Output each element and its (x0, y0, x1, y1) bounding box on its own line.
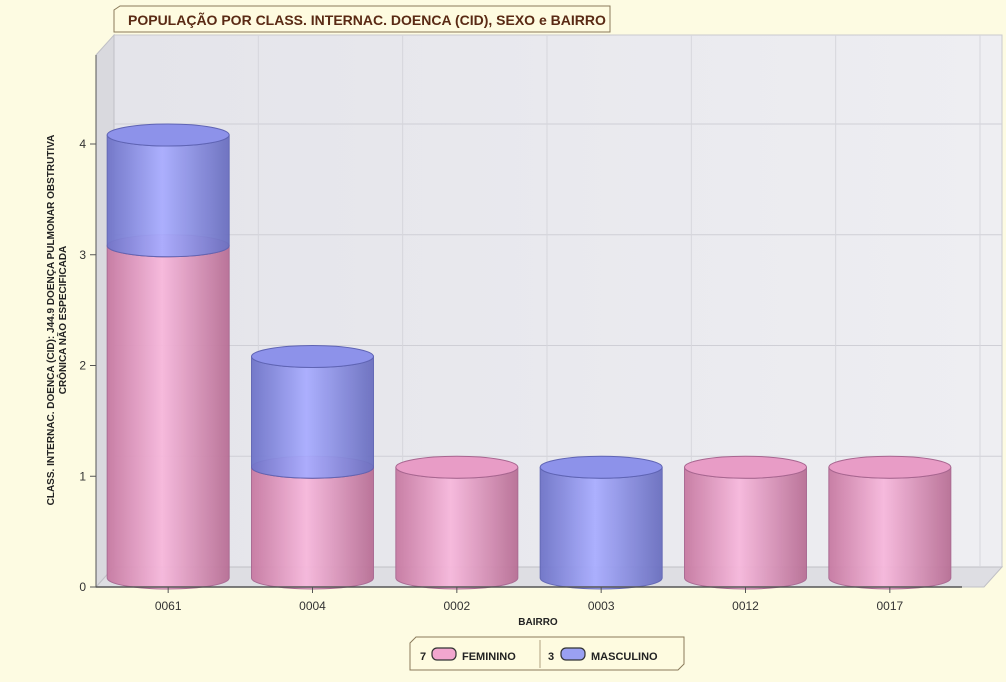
y-tick-label: 2 (79, 359, 86, 373)
y-tick-label: 0 (79, 580, 86, 594)
y-tick-label: 4 (79, 137, 86, 151)
bar-masculino-0004[interactable] (251, 345, 374, 479)
chart-title-tab: POPULAÇÃO POR CLASS. INTERNAC. DOENCA (C… (113, 5, 611, 33)
bar-body (251, 467, 374, 590)
bar-masculino-0003[interactable] (539, 455, 663, 590)
bar-body (106, 245, 230, 590)
x-tick-label: 0002 (443, 599, 470, 613)
chart-title: POPULAÇÃO POR CLASS. INTERNAC. DOENCA (C… (128, 11, 606, 28)
legend-count-feminino: 7 (420, 651, 426, 663)
legend-swatch-feminino (431, 647, 457, 661)
bar-feminino-0012[interactable] (684, 455, 807, 590)
legend-item-feminino[interactable]: 7 FEMININO (420, 647, 516, 663)
legend-item-masculino[interactable]: 3 MASCULINO (548, 647, 658, 663)
y-tick-label: 1 (79, 469, 86, 483)
legend-count-masculino: 3 (548, 651, 554, 663)
legend-swatch-masculino (560, 647, 586, 661)
bar-masculino-0061[interactable] (106, 123, 230, 258)
y-axis-title-line-1: CLASS. INTERNAC. DOENCA (CID): J44.9 DOE… (46, 135, 57, 506)
bar-cap (395, 455, 519, 479)
bar-body (684, 467, 807, 590)
x-tick-label: 0012 (732, 599, 759, 613)
y-axis-title: CLASS. INTERNAC. DOENCA (CID): J44.9 DOE… (46, 135, 69, 506)
x-axis-title: BAIRRO (518, 617, 558, 628)
y-axis-title-line-2: CRÔNICA NÃO ESPECIFICADA (56, 246, 69, 395)
x-tick-label: 0004 (299, 599, 326, 613)
legend-label-masculino: MASCULINO (591, 651, 658, 663)
bar-cap (539, 455, 663, 479)
bar-feminino-0002[interactable] (395, 455, 519, 590)
y-tick-label: 3 (79, 248, 86, 262)
bar-feminino-0061[interactable] (106, 234, 230, 590)
bar-cap (828, 455, 952, 479)
bar-cap (684, 455, 807, 479)
x-tick-label: 0003 (588, 599, 615, 613)
bar-body (251, 356, 374, 479)
bars (106, 123, 952, 590)
bar-body (539, 467, 663, 590)
bar-cap (106, 123, 230, 147)
x-tick-label: 0061 (155, 599, 182, 613)
x-axis-ticks: 0061 0004 0002 0003 0012 0017 (155, 587, 904, 613)
bar-body (395, 467, 519, 590)
legend: 7 FEMININO 3 MASCULINO (409, 636, 685, 671)
legend-label-feminino: FEMININO (462, 651, 516, 663)
bar-feminino-0017[interactable] (828, 455, 952, 590)
bar-cap (251, 345, 374, 368)
bar-body (828, 467, 952, 590)
y-axis-ticks: 0 1 2 3 4 (79, 137, 96, 594)
bar-body (106, 134, 230, 258)
x-tick-label: 0017 (876, 599, 903, 613)
